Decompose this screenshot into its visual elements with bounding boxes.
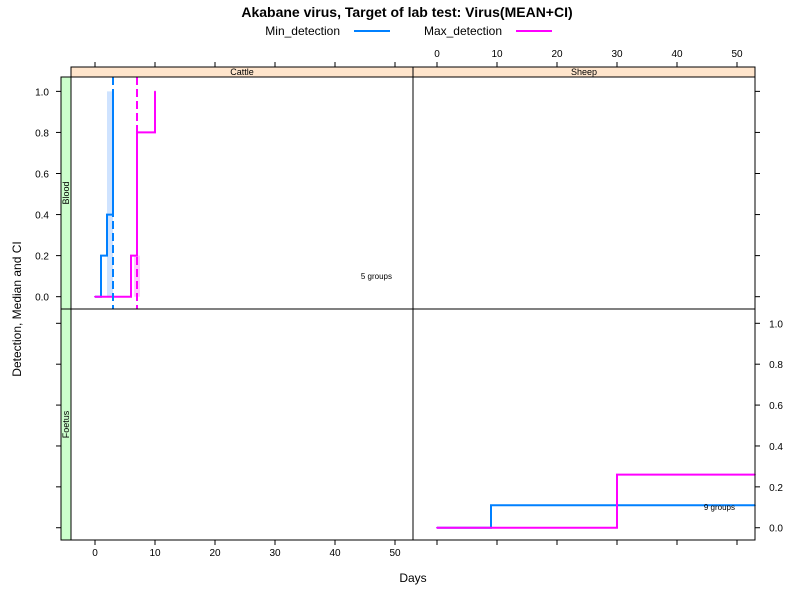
data-point-max — [130, 254, 132, 257]
y-tick-label: 0.8 — [35, 128, 49, 139]
panel-cattle-foetus — [70, 308, 414, 541]
y-tick-label: 1.0 — [35, 87, 49, 98]
data-point-max — [130, 295, 132, 298]
y-tick-label: 0.2 — [769, 483, 783, 494]
y-tick-label: 0.6 — [35, 169, 49, 180]
y-axis-label: Detection, Median and CI — [10, 241, 24, 376]
row-strip-label-blood: Blood — [61, 181, 71, 204]
x-tick-label: 50 — [731, 49, 743, 60]
chart-title: Akabane virus, Target of lab test: Virus… — [241, 4, 572, 20]
data-point-max — [136, 254, 138, 257]
legend-label-max: Max_detection — [424, 24, 502, 38]
y-tick-label: 0.0 — [35, 293, 49, 304]
x-tick-label: 50 — [389, 548, 401, 559]
ci-band-min — [107, 91, 113, 297]
x-tick-label: 20 — [551, 49, 563, 60]
panel-sheep-foetus: 9 groups — [412, 308, 756, 541]
series-line-max — [95, 91, 156, 298]
data-point-max — [436, 526, 438, 529]
y-tick-label: 0.0 — [769, 524, 783, 535]
row-strip-label-foetus: Foetus — [61, 410, 71, 438]
data-point-max — [154, 90, 156, 93]
data-point-max — [616, 526, 618, 529]
panel-annotation: 5 groups — [361, 272, 392, 281]
series-line-max — [437, 473, 755, 529]
panel-annotation: 9 groups — [704, 503, 735, 512]
x-tick-label: 20 — [209, 548, 221, 559]
panel-border — [70, 308, 414, 541]
y-tick-label: 0.4 — [35, 211, 49, 222]
data-point-max — [154, 131, 156, 134]
x-tick-label: 40 — [671, 49, 683, 60]
panel-sheep-blood — [412, 76, 756, 310]
y-tick-label: 0.8 — [769, 360, 783, 371]
x-tick-label: 30 — [611, 49, 623, 60]
data-point-max — [616, 473, 618, 476]
legend-label-min: Min_detection — [265, 24, 340, 38]
x-tick-label: 30 — [269, 548, 281, 559]
x-tick-label: 10 — [491, 49, 503, 60]
panel-border — [412, 308, 756, 541]
data-point-max — [94, 295, 96, 298]
data-point-min — [106, 213, 108, 216]
panel-cattle-blood: 5 groups — [70, 76, 414, 310]
column-strip-label-cattle: Cattle — [230, 67, 254, 77]
y-tick-label: 0.4 — [769, 442, 783, 453]
y-tick-label: 1.0 — [769, 319, 783, 330]
panel-border — [412, 76, 756, 310]
x-tick-label: 40 — [329, 548, 341, 559]
column-strip-label-sheep: Sheep — [571, 67, 597, 77]
x-tick-label: 10 — [149, 548, 161, 559]
legend: Min_detection Max_detection — [265, 24, 552, 38]
x-tick-label: 0 — [92, 548, 98, 559]
y-tick-label: 0.6 — [769, 401, 783, 412]
data-point-min — [106, 254, 108, 257]
axes: 0 10 20 30 40 50 0 10 20 30 40 50 0.0 0.2 0.4 0.6 0.8 1.0… — [35, 49, 783, 559]
data-point-min — [490, 504, 492, 507]
y-tick-label: 0.2 — [35, 252, 49, 263]
x-tick-label: 0 — [434, 49, 440, 60]
panels: 5 groups 9 groups — [70, 76, 756, 541]
data-point-min — [100, 254, 102, 257]
x-axis-label: Days — [399, 571, 426, 585]
strip-labels: Cattle Sheep Blood Foetus — [60, 66, 756, 541]
